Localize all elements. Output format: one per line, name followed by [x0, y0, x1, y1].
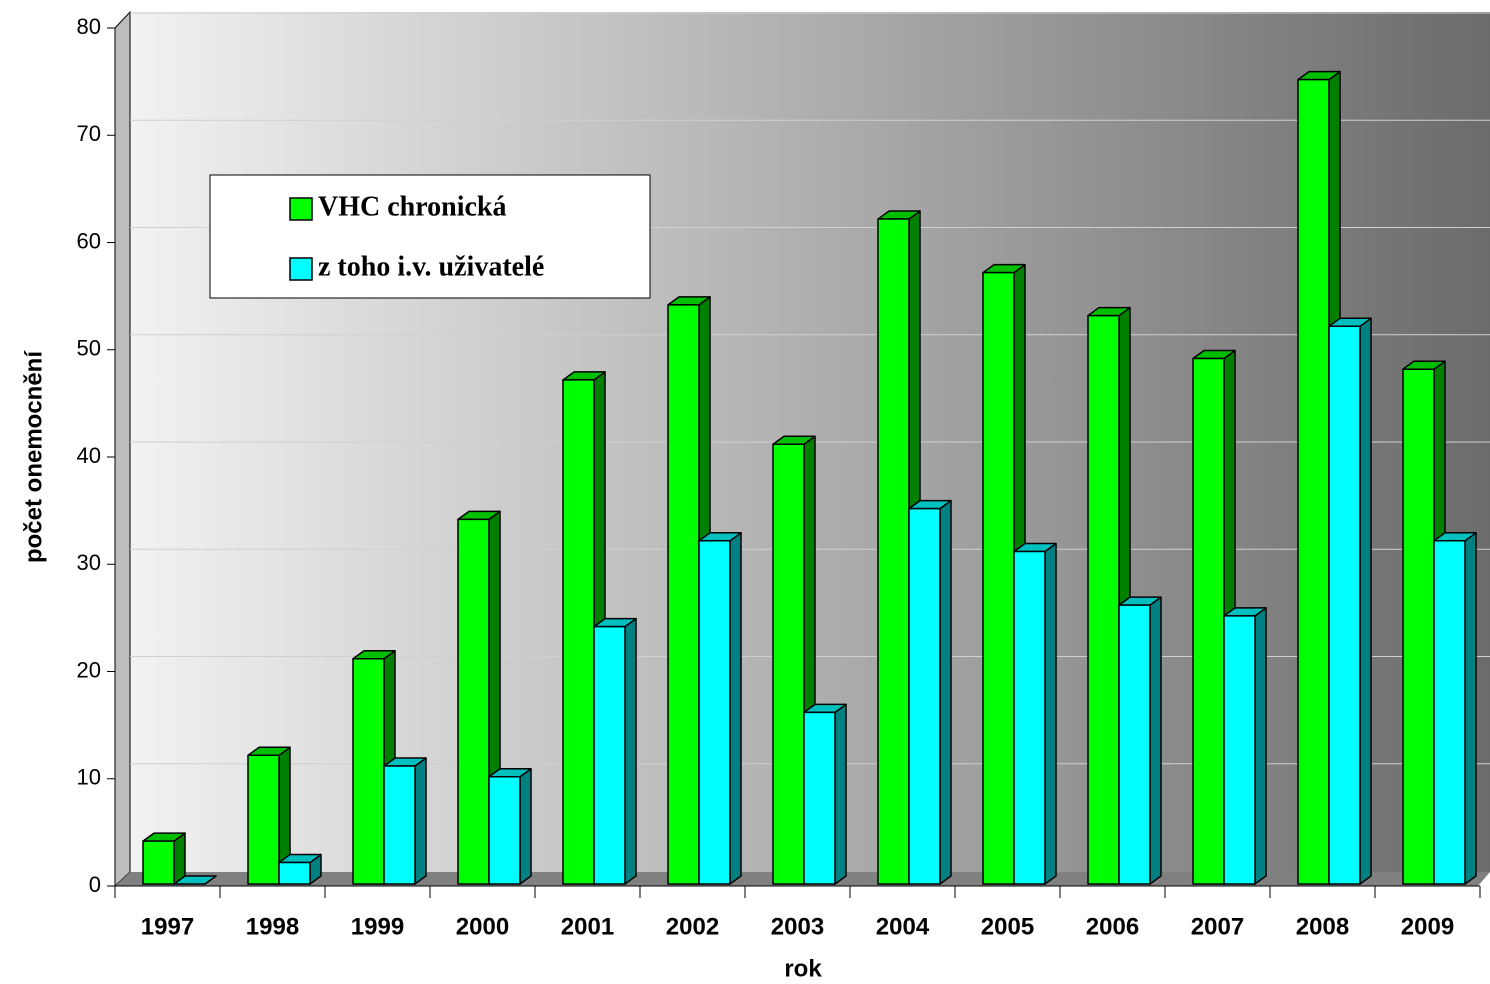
bar	[908, 499, 952, 885]
bar	[1118, 596, 1162, 885]
x-axis-label: rok	[784, 955, 822, 982]
bar	[1013, 542, 1057, 885]
legend-label: VHC chronická	[318, 191, 507, 222]
bar	[488, 768, 532, 885]
bar-front	[1087, 314, 1120, 885]
bar	[173, 875, 217, 885]
bar	[698, 532, 742, 885]
bar-side	[1044, 542, 1057, 885]
bar-front	[772, 443, 805, 885]
bar-side	[519, 768, 532, 885]
bar-front	[383, 765, 416, 885]
y-tick-label: 30	[77, 550, 101, 575]
legend-box	[209, 174, 651, 299]
bar-side	[1359, 317, 1372, 885]
y-tick-label: 50	[77, 336, 101, 361]
bar-front	[908, 507, 941, 885]
bar-front	[698, 540, 731, 885]
bar-side	[1149, 596, 1162, 885]
bar-side	[624, 617, 637, 885]
bar-front	[877, 218, 910, 885]
x-tick-label: 2005	[981, 913, 1034, 940]
x-tick-label: 1997	[141, 913, 194, 940]
x-tick-label: 1998	[246, 913, 299, 940]
bar	[803, 703, 847, 885]
bar-side	[1254, 607, 1267, 885]
bar-front	[1402, 368, 1435, 885]
y-tick-label: 20	[77, 657, 101, 682]
x-tick-label: 2009	[1401, 913, 1454, 940]
bar-front	[352, 658, 385, 885]
y-axis-label: počet onemocnění	[20, 350, 47, 563]
bar-side	[834, 703, 847, 885]
bar	[1223, 607, 1267, 885]
legend-swatch	[289, 197, 313, 221]
y-tick-label: 10	[77, 765, 101, 790]
bar-front	[562, 379, 595, 885]
bar-front	[1328, 325, 1361, 885]
y-tick-label: 60	[77, 228, 101, 253]
y-tick-label: 40	[77, 443, 101, 468]
x-tick-label: 2007	[1191, 913, 1244, 940]
side-wall	[114, 10, 131, 888]
bar-front	[278, 861, 311, 885]
bar	[278, 853, 322, 885]
legend-swatch	[289, 257, 313, 281]
bar-front	[457, 518, 490, 885]
bar-front	[1433, 540, 1466, 885]
legend: VHC chronická z toho i.v. uživatelé	[209, 174, 651, 299]
bar-front	[1192, 357, 1225, 885]
bar-front	[1297, 78, 1330, 885]
y-tick-label: 70	[77, 121, 101, 146]
x-tick-label: 2006	[1086, 913, 1139, 940]
bar	[1433, 532, 1477, 885]
bar	[593, 617, 637, 885]
bar-side	[939, 499, 952, 885]
bar-side	[729, 532, 742, 885]
bar-side	[414, 757, 427, 885]
bar	[247, 746, 291, 885]
x-tick-label: 2008	[1296, 913, 1349, 940]
bar-front	[488, 776, 521, 885]
bar-front	[1118, 604, 1151, 885]
bar-front	[803, 711, 836, 885]
bar-front	[247, 754, 280, 885]
bar-front	[593, 625, 626, 885]
bar-front	[1223, 615, 1256, 885]
bar	[383, 757, 427, 885]
bar	[142, 832, 186, 885]
bar	[1328, 317, 1372, 885]
bar-front	[142, 840, 175, 885]
x-tick-label: 1999	[351, 913, 404, 940]
bar-side	[1464, 532, 1477, 885]
x-tick-label: 2001	[561, 913, 614, 940]
x-tick-label: 2002	[666, 913, 719, 940]
bar-top	[173, 875, 217, 885]
bar-front	[1013, 550, 1046, 885]
bar-front	[667, 304, 700, 885]
x-tick-label: 2003	[771, 913, 824, 940]
y-tick-label: 80	[77, 14, 101, 39]
legend-label: z toho i.v. uživatelé	[318, 251, 544, 282]
x-tick-label: 2004	[876, 913, 930, 940]
bar-front	[982, 271, 1015, 885]
x-tick-label: 2000	[456, 913, 509, 940]
y-tick-label: 0	[89, 872, 101, 897]
